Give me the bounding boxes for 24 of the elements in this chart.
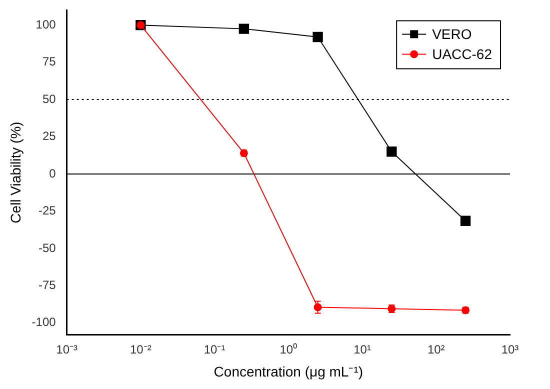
x-tick-label: 10⁻² (130, 342, 152, 356)
x-tick-label: 10¹ (354, 342, 371, 356)
y-tick-label: -50 (38, 240, 56, 255)
x-tick-label: 10³ (501, 342, 519, 356)
x-tick-label: 10² (427, 342, 445, 356)
y-tick-label: 0 (49, 166, 56, 180)
x-axis-title: Concentration (μg mL⁻¹) (214, 363, 364, 380)
legend-label: UACC-62 (432, 46, 492, 62)
point (386, 146, 397, 157)
y-tick-label: 25 (42, 129, 56, 144)
point (312, 32, 323, 42)
y-tick-label: -25 (38, 204, 56, 218)
y-tick-label: -75 (38, 278, 56, 292)
point (238, 24, 250, 34)
y-tick-label: 50 (42, 92, 56, 106)
y-tick-label: 75 (42, 54, 56, 69)
x-tick-label: 10⁰ (280, 342, 298, 356)
legend-label: VERO (432, 26, 472, 42)
x-tick-label: 10⁻¹ (204, 342, 226, 356)
x-tick-label: 10⁻³ (56, 342, 78, 356)
point (460, 216, 471, 226)
y-tick-label: 100 (36, 17, 56, 32)
y-axis-title: Cell Viability (%) (7, 122, 24, 224)
y-tick-label: -100 (32, 315, 56, 330)
